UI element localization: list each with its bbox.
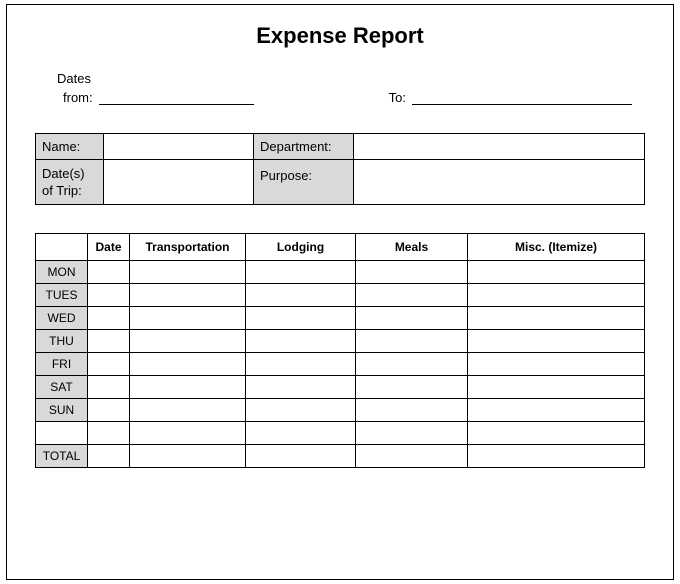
- date-cell[interactable]: [88, 330, 130, 353]
- header-transportation: Transportation: [130, 234, 246, 261]
- transportation-cell[interactable]: [130, 399, 246, 422]
- transportation-cell[interactable]: [130, 307, 246, 330]
- dates-row: from: To:: [35, 87, 645, 105]
- date-cell[interactable]: [88, 376, 130, 399]
- table-row: SUN: [36, 399, 645, 422]
- misc-cell[interactable]: [468, 353, 645, 376]
- day-cell: TUES: [36, 284, 88, 307]
- purpose-label: Purpose:: [254, 160, 354, 205]
- misc-cell[interactable]: [468, 307, 645, 330]
- dates-label: Dates: [57, 71, 645, 86]
- page-title: Expense Report: [35, 23, 645, 49]
- day-cell: WED: [36, 307, 88, 330]
- lodging-cell[interactable]: [246, 376, 356, 399]
- table-row: MON: [36, 261, 645, 284]
- meals-cell[interactable]: [356, 353, 468, 376]
- name-label: Name:: [36, 134, 104, 160]
- lodging-cell[interactable]: [246, 261, 356, 284]
- expense-header-row: Date Transportation Lodging Meals Misc. …: [36, 234, 645, 261]
- date-cell[interactable]: [88, 399, 130, 422]
- lodging-cell[interactable]: [246, 353, 356, 376]
- transportation-cell[interactable]: [130, 330, 246, 353]
- misc-cell[interactable]: [468, 445, 645, 468]
- to-label: To:: [389, 90, 406, 105]
- misc-cell[interactable]: [468, 376, 645, 399]
- dates-trip-value[interactable]: [104, 160, 254, 205]
- misc-cell[interactable]: [468, 422, 645, 445]
- transportation-cell[interactable]: [130, 445, 246, 468]
- meals-cell[interactable]: [356, 376, 468, 399]
- date-cell[interactable]: [88, 445, 130, 468]
- department-label: Department:: [254, 134, 354, 160]
- from-label: from:: [63, 90, 93, 105]
- meals-cell[interactable]: [356, 261, 468, 284]
- page-frame: Expense Report Dates from: To: Name: Dep…: [6, 4, 674, 580]
- meals-cell[interactable]: [356, 307, 468, 330]
- info-row-2: Date(s) of Trip: Purpose:: [36, 160, 645, 205]
- lodging-cell[interactable]: [246, 445, 356, 468]
- header-date: Date: [88, 234, 130, 261]
- date-cell[interactable]: [88, 422, 130, 445]
- misc-cell[interactable]: [468, 330, 645, 353]
- table-row: THU: [36, 330, 645, 353]
- info-table: Name: Department: Date(s) of Trip: Purpo…: [35, 133, 645, 205]
- table-row: TOTAL: [36, 445, 645, 468]
- lodging-cell[interactable]: [246, 330, 356, 353]
- misc-cell[interactable]: [468, 284, 645, 307]
- day-cell: FRI: [36, 353, 88, 376]
- day-cell: TOTAL: [36, 445, 88, 468]
- meals-cell[interactable]: [356, 422, 468, 445]
- meals-cell[interactable]: [356, 330, 468, 353]
- from-input[interactable]: [99, 87, 254, 105]
- table-row: WED: [36, 307, 645, 330]
- date-cell[interactable]: [88, 307, 130, 330]
- date-cell[interactable]: [88, 353, 130, 376]
- misc-cell[interactable]: [468, 399, 645, 422]
- department-value[interactable]: [354, 134, 645, 160]
- header-lodging: Lodging: [246, 234, 356, 261]
- header-meals: Meals: [356, 234, 468, 261]
- dates-trip-label: Date(s) of Trip:: [36, 160, 104, 205]
- dates-section: Dates from: To:: [35, 71, 645, 105]
- day-cell: THU: [36, 330, 88, 353]
- lodging-cell[interactable]: [246, 422, 356, 445]
- transportation-cell[interactable]: [130, 353, 246, 376]
- date-cell[interactable]: [88, 284, 130, 307]
- transportation-cell[interactable]: [130, 376, 246, 399]
- transportation-cell[interactable]: [130, 422, 246, 445]
- day-cell: [36, 422, 88, 445]
- expense-table: Date Transportation Lodging Meals Misc. …: [35, 233, 645, 468]
- table-row: TUES: [36, 284, 645, 307]
- lodging-cell[interactable]: [246, 284, 356, 307]
- header-misc: Misc. (Itemize): [468, 234, 645, 261]
- lodging-cell[interactable]: [246, 399, 356, 422]
- table-row: [36, 422, 645, 445]
- date-cell[interactable]: [88, 261, 130, 284]
- day-cell: SAT: [36, 376, 88, 399]
- meals-cell[interactable]: [356, 445, 468, 468]
- table-row: SAT: [36, 376, 645, 399]
- meals-cell[interactable]: [356, 399, 468, 422]
- name-value[interactable]: [104, 134, 254, 160]
- misc-cell[interactable]: [468, 261, 645, 284]
- info-row-1: Name: Department:: [36, 134, 645, 160]
- lodging-cell[interactable]: [246, 307, 356, 330]
- to-input[interactable]: [412, 87, 632, 105]
- day-cell: SUN: [36, 399, 88, 422]
- purpose-value[interactable]: [354, 160, 645, 205]
- header-day: [36, 234, 88, 261]
- table-row: FRI: [36, 353, 645, 376]
- transportation-cell[interactable]: [130, 261, 246, 284]
- meals-cell[interactable]: [356, 284, 468, 307]
- transportation-cell[interactable]: [130, 284, 246, 307]
- day-cell: MON: [36, 261, 88, 284]
